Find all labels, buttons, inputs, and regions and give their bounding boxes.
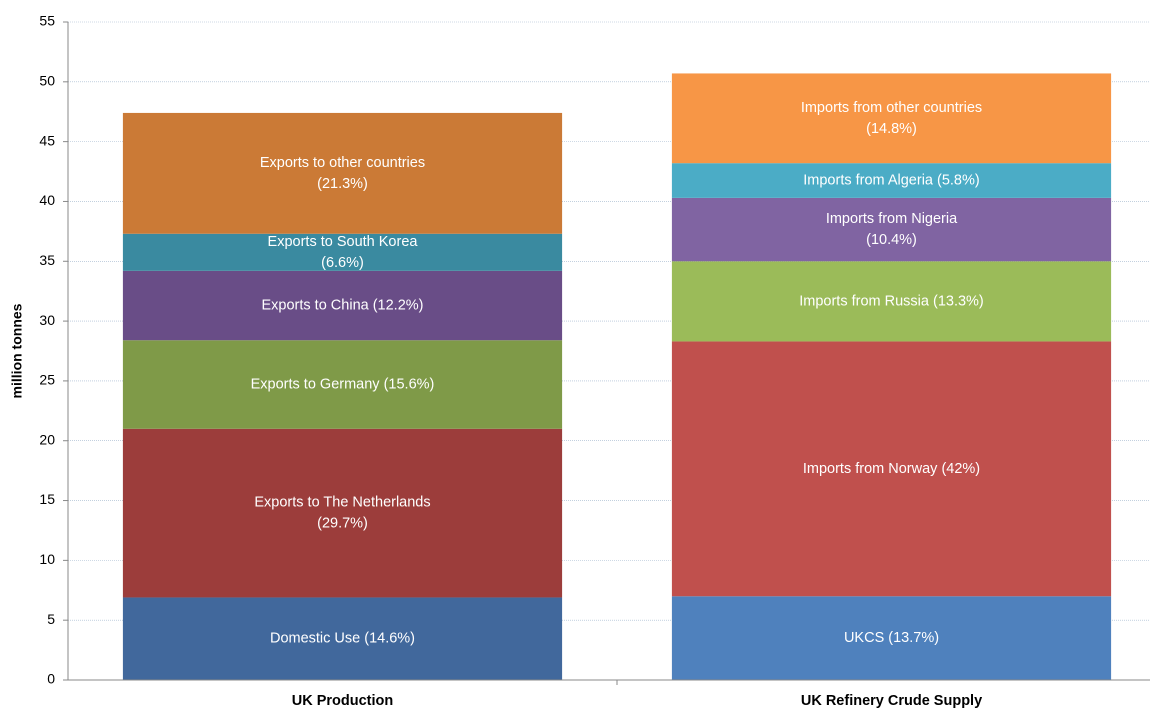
- y-tick-label: 10: [39, 551, 55, 567]
- segment-label-line: Exports to The Netherlands: [254, 494, 430, 510]
- bar-segment: [671, 73, 1112, 164]
- segment-label-line: Imports from Nigeria: [826, 211, 958, 227]
- segment-label-line: (21.3%): [317, 176, 368, 192]
- segment-label-line: (14.8%): [866, 121, 917, 137]
- bar-segment: [671, 163, 1112, 198]
- y-tick-label: 30: [39, 312, 55, 328]
- segment-label: Imports from Nigeria (10.4%): [826, 211, 958, 248]
- segment-label-line: Exports to South Korea: [268, 234, 419, 250]
- segment-label: Exports to Germany (15.6%): [251, 376, 435, 392]
- segment-label: Exports to South Korea (6.6%): [268, 234, 419, 271]
- segment-label-line: UKCS (13.7%): [844, 630, 939, 646]
- segment-label-line: Exports to China (12.2%): [262, 297, 424, 313]
- segment-label-line: Imports from Algeria (5.8%): [803, 172, 979, 188]
- bar-segment: [122, 340, 563, 429]
- y-tick-label: 40: [39, 192, 55, 208]
- segment-label: Exports to The Netherlands (29.7%): [254, 494, 430, 531]
- segment-label-line: Imports from Norway (42%): [803, 461, 980, 477]
- segment-label: Exports to other countries (21.3%): [260, 155, 425, 192]
- y-tick-label: 50: [39, 73, 55, 89]
- segment-label-line: (10.4%): [866, 232, 917, 248]
- bar-segment: [671, 596, 1112, 680]
- bar-segment: [122, 428, 563, 598]
- segment-label-line: Domestic Use (14.6%): [270, 631, 415, 647]
- segment-label-line: (29.7%): [317, 515, 368, 531]
- segment-label: UKCS (13.7%): [844, 630, 939, 646]
- y-tick-label: 20: [39, 431, 55, 447]
- bar-segment: [671, 197, 1112, 262]
- bar-segment: [671, 341, 1112, 597]
- y-tick-label: 35: [39, 252, 55, 268]
- segment-label-line: Exports to other countries: [260, 155, 425, 171]
- y-axis-label: million tonnes: [9, 303, 25, 398]
- bar-segment: [122, 270, 563, 341]
- segment-label-line: Imports from Russia (13.3%): [799, 293, 984, 309]
- segment-label-line: Exports to Germany (15.6%): [251, 376, 435, 392]
- segment-label-line: (6.6%): [321, 255, 364, 271]
- y-tick-label: 0: [47, 671, 55, 687]
- segment-label: Imports from Russia (13.3%): [799, 293, 984, 309]
- segment-label-line: Imports from other countries: [801, 100, 982, 116]
- segment-label: Imports from Norway (42%): [803, 461, 980, 477]
- bar-segment: [122, 597, 563, 680]
- bar-segment: [122, 233, 563, 271]
- y-tick-label: 15: [39, 491, 55, 507]
- segment-label: Domestic Use (14.6%): [270, 631, 415, 647]
- segment-label: Imports from other countries (14.8%): [801, 100, 982, 137]
- x-tick-label: UK Production: [292, 693, 394, 709]
- y-tick-label: 45: [39, 132, 55, 148]
- x-tick-label: UK Refinery Crude Supply: [801, 693, 982, 709]
- y-tick-label: 55: [39, 13, 55, 29]
- bar-segment: [122, 112, 563, 234]
- bar-segment: [671, 261, 1112, 342]
- y-tick-label: 5: [47, 611, 55, 627]
- segment-label: Imports from Algeria (5.8%): [803, 172, 979, 188]
- y-tick-label: 25: [39, 372, 55, 388]
- segment-label: Exports to China (12.2%): [262, 297, 424, 313]
